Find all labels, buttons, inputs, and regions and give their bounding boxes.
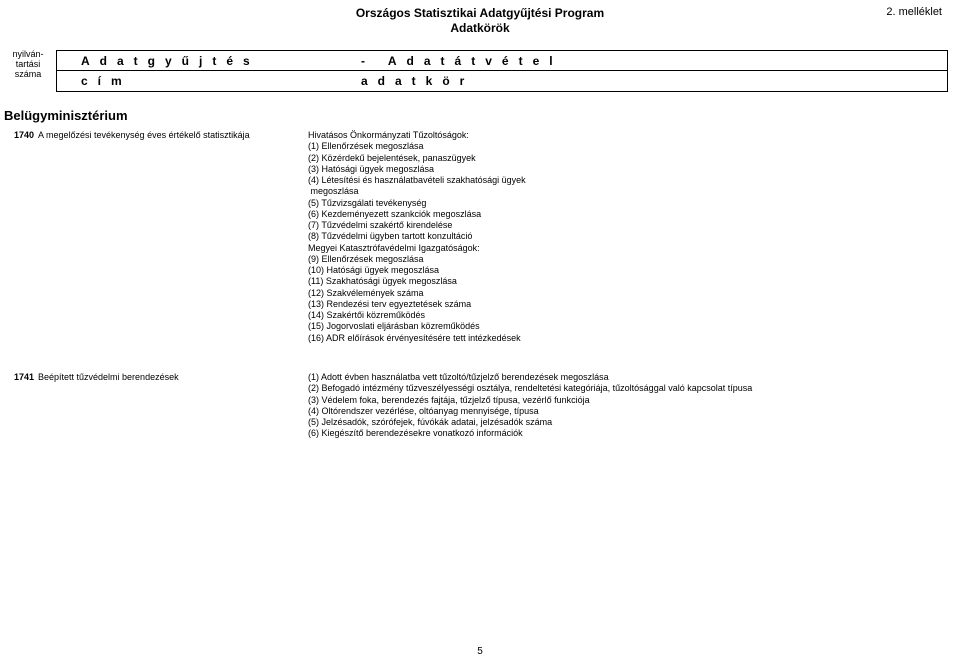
detail-line: (9) Ellenőrzések megoszlása — [308, 254, 948, 265]
detail-line: (8) Tűzvédelmi ügyben tartott konzultáci… — [308, 231, 948, 242]
detail-line: (10) Hatósági ügyek megoszlása — [308, 265, 948, 276]
entry-title: A megelőzési tevékenység éves értékelő s… — [38, 130, 308, 344]
detail-line: (1) Adott évben használatba vett tűzoltó… — [308, 372, 948, 383]
detail-line: (12) Szakvélemények száma — [308, 288, 948, 299]
entry-title: Beépített tűzvédelmi berendezések — [38, 372, 308, 440]
entry-1740: 1740 A megelőzési tevékenység éves érték… — [4, 130, 948, 344]
detail-line: Hivatásos Önkormányzati Tűzoltóságok: — [308, 130, 948, 141]
entry-1741: 1741 Beépített tűzvédelmi berendezések (… — [4, 372, 948, 440]
entry-details: (1) Adott évben használatba vett tűzoltó… — [308, 372, 948, 440]
entry-number: 1740 — [4, 130, 38, 344]
detail-line: (4) Létesítési és használatbavételi szak… — [308, 175, 948, 186]
detail-line: (5) Jelzésadók, szórófejek, fúvókák adat… — [308, 417, 948, 428]
detail-line: (3) Védelem foka, berendezés fajtája, tű… — [308, 395, 948, 406]
entry-number: 1741 — [4, 372, 38, 440]
detail-line: (15) Jogorvoslati eljárásban közreműködé… — [308, 321, 948, 332]
detail-line: (11) Szakhatósági ügyek megoszlása — [308, 276, 948, 287]
rule-row2-seg2: adatkör — [361, 74, 947, 88]
detail-line: (6) Kezdeményezett szankciók megoszlása — [308, 209, 948, 220]
page-header: Országos Statisztikai Adatgyűjtési Progr… — [0, 6, 960, 36]
detail-line: (14) Szakértői közreműködés — [308, 310, 948, 321]
header-title-2: Adatkörök — [0, 21, 960, 36]
header-rule-box: Adatgyűjtés - Adatátvétel cím adatkör — [56, 50, 948, 92]
rule-row1-seg2: - Adatátvétel — [361, 54, 947, 68]
left-column-label: nyilván- tartási száma — [4, 50, 52, 80]
detail-line: (4) Oltórendszer vezérlése, oltóanyag me… — [308, 406, 948, 417]
entry-details: Hivatásos Önkormányzati Tűzoltóságok:(1)… — [308, 130, 948, 344]
detail-line: (5) Tűzvizsgálati tevékenység — [308, 198, 948, 209]
detail-line: (2) Befogadó intézmény tűzveszélyességi … — [308, 383, 948, 394]
annex-label: 2. melléklet — [886, 6, 942, 18]
detail-line: (3) Hatósági ügyek megoszlása — [308, 164, 948, 175]
detail-line: (16) ADR előírások érvényesítésére tett … — [308, 333, 948, 344]
rule-row2-seg1: cím — [81, 74, 361, 88]
rule-row-1: Adatgyűjtés - Adatátvétel — [57, 51, 947, 71]
rule-row-2: cím adatkör — [57, 71, 947, 91]
page-number: 5 — [0, 646, 960, 657]
detail-line: (6) Kiegészítő berendezésekre vonatkozó … — [308, 428, 948, 439]
detail-line: (7) Tűzvédelmi szakértő kirendelése — [308, 220, 948, 231]
section-heading: Belügyminisztérium — [4, 108, 128, 123]
detail-line: (2) Közérdekű bejelentések, panaszügyek — [308, 153, 948, 164]
detail-line: (1) Ellenőrzések megoszlása — [308, 141, 948, 152]
detail-line: megoszlása — [308, 186, 948, 197]
header-title-1: Országos Statisztikai Adatgyűjtési Progr… — [0, 6, 960, 21]
detail-line: Megyei Katasztrófavédelmi Igazgatóságok: — [308, 243, 948, 254]
detail-line: (13) Rendezési terv egyeztetések száma — [308, 299, 948, 310]
rule-row1-seg1: Adatgyűjtés — [81, 54, 361, 68]
